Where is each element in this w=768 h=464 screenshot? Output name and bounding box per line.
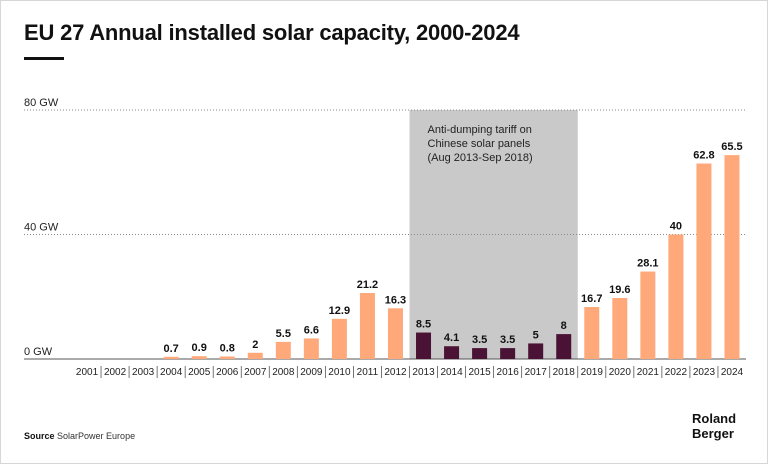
source-note: Source SolarPower Europe [24, 431, 135, 441]
x-tick-label: 2003 [132, 367, 155, 378]
data-label: 4.1 [444, 332, 459, 344]
data-label: 5 [533, 329, 539, 341]
x-tick-label: 2002 [104, 367, 127, 378]
bar-2021 [640, 271, 656, 359]
data-label: 16.3 [385, 294, 406, 306]
bar-2018 [556, 334, 572, 359]
x-tick-label: 2022 [665, 367, 688, 378]
data-label: 2 [252, 339, 258, 351]
title-underline [24, 57, 64, 60]
data-label: 19.6 [609, 284, 630, 296]
data-label: 16.7 [581, 293, 602, 305]
x-tick-label: 2009 [300, 367, 323, 378]
x-tick-label: 2007 [244, 367, 267, 378]
bar-2023 [696, 163, 712, 359]
data-label: 0.9 [192, 342, 207, 354]
bar-2010 [331, 318, 347, 359]
data-label: 3.5 [472, 334, 487, 346]
x-tick-label: 2014 [440, 367, 463, 378]
x-tick-label: 2001 [76, 367, 99, 378]
data-label: 28.1 [637, 258, 658, 270]
chart-title: EU 27 Annual installed solar capacity, 2… [24, 20, 520, 45]
x-tick-label: 2011 [357, 367, 379, 378]
bar-2019 [584, 307, 600, 359]
roland-berger-logo: Roland Berger [692, 411, 736, 441]
x-tick-label: 2015 [468, 367, 491, 378]
tariff-annotation-line: (Aug 2013-Sep 2018) [428, 152, 533, 164]
bar-2017 [528, 343, 544, 359]
bar-2008 [275, 341, 291, 359]
x-tick-label: 2013 [412, 367, 435, 378]
x-tick-label: 2023 [693, 367, 716, 378]
logo-line-1: Roland [692, 411, 737, 426]
data-label: 40 [670, 221, 682, 233]
source-text: SolarPower Europe [57, 431, 136, 441]
data-label: 8 [561, 320, 567, 332]
bar-2020 [612, 297, 628, 359]
bar-2007 [247, 352, 263, 359]
x-tick-label: 2012 [384, 367, 407, 378]
y-tick-label: 80 GW [24, 97, 59, 109]
data-label: 6.6 [304, 324, 319, 336]
x-tick-label: 2016 [497, 367, 520, 378]
data-label: 12.9 [329, 305, 350, 317]
bar-2024 [724, 155, 740, 359]
bar-2009 [303, 338, 319, 359]
data-label: 3.5 [500, 334, 515, 346]
tariff-annotation-line: Anti-dumping tariff on [428, 124, 532, 136]
x-tick-label: 2020 [609, 367, 632, 378]
bar-2004 [163, 356, 179, 359]
x-tick-label: 2005 [188, 367, 211, 378]
bar-2006 [219, 356, 235, 359]
x-tick-label: 2021 [637, 367, 660, 378]
x-tick-label: 2017 [525, 367, 548, 378]
y-tick-label: 40 GW [24, 222, 59, 234]
x-tick-label: 2019 [581, 367, 604, 378]
bar-2012 [387, 308, 403, 359]
x-tick-label: 2024 [721, 367, 744, 378]
data-label: 62.8 [693, 150, 714, 162]
bar-2015 [472, 348, 488, 359]
data-label: 0.8 [220, 343, 235, 355]
bar-2011 [359, 293, 375, 359]
data-label: 0.7 [163, 343, 178, 355]
x-tick-label: 2008 [272, 367, 295, 378]
x-tick-label: 2004 [160, 367, 183, 378]
x-tick-label: 2018 [553, 367, 576, 378]
bar-2005 [191, 356, 207, 359]
logo-line-2: Berger [692, 426, 734, 441]
y-tick-label: 0 GW [24, 346, 53, 358]
data-label: 5.5 [276, 328, 291, 340]
x-tick-label: 2006 [216, 367, 239, 378]
tariff-annotation-line: Chinese solar panels [428, 138, 531, 150]
bar-2016 [500, 348, 516, 359]
data-label: 21.2 [357, 279, 378, 291]
data-label: 65.5 [721, 141, 742, 153]
source-label: Source [24, 431, 55, 441]
bar-2022 [668, 234, 684, 359]
bar-2013 [416, 332, 432, 359]
x-tick-label: 2010 [328, 367, 351, 378]
data-label: 8.5 [416, 319, 431, 331]
bar-2014 [444, 346, 460, 359]
